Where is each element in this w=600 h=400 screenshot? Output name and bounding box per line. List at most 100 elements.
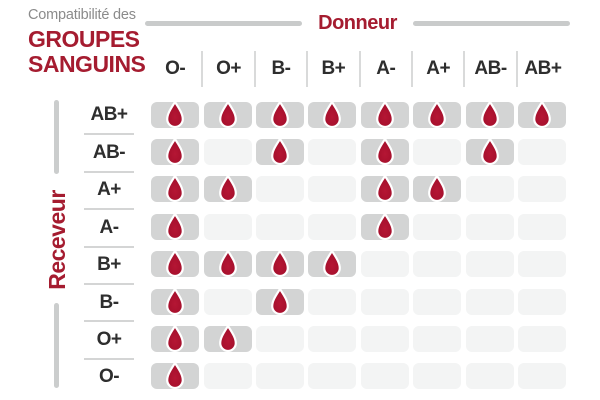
empty-cell-o-pos-a-neg bbox=[360, 326, 409, 353]
matrix-slot-ab-neg-from-ab-neg bbox=[463, 133, 515, 170]
compatible-cell-ab-pos-a-neg bbox=[360, 100, 409, 128]
donor-header-ab-neg: AB- bbox=[463, 51, 515, 87]
compatible-cell-ab-neg-o-neg bbox=[151, 137, 200, 166]
receiver-label-o-neg: O- bbox=[84, 357, 134, 395]
empty-cell-a-neg-o-pos bbox=[203, 213, 252, 240]
compatible-cell-ab-neg-ab-neg bbox=[465, 137, 514, 166]
matrix-slot-o-pos-from-b-pos bbox=[306, 320, 358, 357]
blood-drop-icon bbox=[480, 100, 499, 128]
matrix-slot-b-neg-from-o-pos bbox=[201, 283, 253, 320]
receiver-label-a-pos: A+ bbox=[84, 170, 134, 208]
matrix-slot-b-pos-from-b-neg bbox=[254, 246, 306, 283]
empty-cell-a-neg-ab-pos bbox=[517, 213, 566, 240]
blood-drop-icon bbox=[271, 100, 289, 128]
matrix-slot-a-pos-from-b-neg bbox=[254, 171, 306, 208]
blood-drop-icon bbox=[166, 175, 185, 203]
receiver-label-ab-neg: AB- bbox=[84, 133, 134, 170]
blood-drop-icon bbox=[271, 287, 289, 315]
matrix-slot-b-pos-from-o-pos bbox=[201, 246, 253, 283]
empty-cell-a-neg-a-pos bbox=[413, 213, 462, 240]
matrix-slot-b-neg-from-b-neg bbox=[254, 283, 306, 320]
compatible-cell-o-pos-o-neg bbox=[151, 324, 200, 353]
receiver-label-o-pos: O+ bbox=[84, 320, 134, 357]
empty-cell-b-pos-ab-neg bbox=[465, 251, 514, 278]
empty-cell-ab-neg-ab-pos bbox=[517, 139, 566, 166]
matrix-slot-ab-pos-from-a-neg bbox=[359, 96, 411, 133]
matrix-slot-o-pos-from-ab-pos bbox=[516, 320, 568, 357]
empty-cell-b-neg-b-pos bbox=[308, 288, 357, 315]
matrix-slot-o-neg-from-o-neg bbox=[149, 358, 201, 395]
donor-header-o-neg: O- bbox=[165, 58, 186, 79]
empty-cell-b-pos-ab-pos bbox=[517, 251, 566, 278]
blood-drop-icon bbox=[166, 212, 185, 240]
matrix-slot-b-pos-from-ab-pos bbox=[516, 246, 568, 283]
compatible-cell-b-pos-o-pos bbox=[203, 249, 252, 278]
matrix-slot-ab-pos-from-o-neg bbox=[149, 96, 201, 133]
empty-cell-o-neg-o-pos bbox=[203, 363, 252, 390]
donor-header-b-neg: B- bbox=[253, 51, 306, 87]
matrix-slot-ab-neg-from-a-pos bbox=[411, 133, 463, 170]
matrix-slot-a-neg-from-ab-pos bbox=[516, 208, 568, 245]
blood-drop-icon bbox=[218, 100, 237, 128]
matrix-slot-ab-pos-from-ab-pos bbox=[516, 96, 568, 133]
donor-axis-label: Donneur bbox=[318, 11, 397, 34]
donor-axis: Donneur bbox=[145, 11, 570, 34]
empty-cell-o-neg-a-pos bbox=[413, 363, 462, 390]
compatible-cell-ab-pos-ab-neg bbox=[465, 100, 514, 128]
blood-drop-icon bbox=[271, 249, 289, 278]
donor-header-a-pos: A+ bbox=[410, 51, 463, 87]
matrix-slot-b-neg-from-b-pos bbox=[306, 283, 358, 320]
blood-drop-icon bbox=[218, 324, 237, 353]
receiver-row-labels: AB+ AB- A+ A- B+ B- O+ O- bbox=[84, 96, 134, 395]
compatible-cell-o-neg-o-neg bbox=[151, 362, 200, 390]
title-line-groupes: GROUPES bbox=[28, 25, 140, 52]
empty-cell-ab-neg-b-pos bbox=[308, 139, 357, 166]
compatible-cell-b-pos-b-neg bbox=[255, 249, 304, 278]
empty-cell-o-pos-b-neg bbox=[255, 326, 304, 353]
compatible-cell-b-pos-o-neg bbox=[151, 249, 200, 278]
matrix-slot-b-pos-from-ab-neg bbox=[463, 246, 515, 283]
compatible-cell-b-pos-b-pos bbox=[308, 249, 357, 278]
matrix-slot-b-neg-from-ab-pos bbox=[516, 283, 568, 320]
blood-drop-icon bbox=[166, 100, 185, 128]
empty-cell-b-neg-ab-neg bbox=[465, 288, 514, 315]
empty-cell-a-neg-b-neg bbox=[255, 213, 304, 240]
donor-column-headers: O- O+ B- B+ A- A+ AB- AB+ bbox=[149, 51, 568, 87]
compatible-cell-a-neg-o-neg bbox=[151, 212, 200, 240]
blood-drop-icon bbox=[166, 324, 185, 353]
empty-cell-b-neg-o-pos bbox=[203, 288, 252, 315]
matrix-slot-a-neg-from-o-neg bbox=[149, 208, 201, 245]
matrix-slot-ab-pos-from-ab-neg bbox=[463, 96, 515, 133]
receiver-label-a-neg: A- bbox=[84, 208, 134, 245]
matrix-slot-b-neg-from-a-neg bbox=[359, 283, 411, 320]
donor-header-a-neg: A- bbox=[358, 51, 411, 87]
matrix-slot-b-pos-from-a-neg bbox=[359, 246, 411, 283]
empty-cell-a-pos-b-neg bbox=[255, 176, 304, 203]
matrix-slot-a-neg-from-a-pos bbox=[411, 208, 463, 245]
matrix-slot-a-neg-from-ab-neg bbox=[463, 208, 515, 245]
matrix-slot-a-pos-from-a-neg bbox=[359, 171, 411, 208]
blood-drop-icon bbox=[480, 137, 499, 166]
matrix-slot-a-neg-from-o-pos bbox=[201, 208, 253, 245]
blood-drop-icon bbox=[428, 175, 447, 203]
donor-header-b-pos: B+ bbox=[306, 51, 358, 87]
empty-cell-b-neg-ab-pos bbox=[517, 288, 566, 315]
compatible-cell-a-pos-o-neg bbox=[151, 175, 200, 203]
empty-cell-a-neg-ab-neg bbox=[465, 213, 514, 240]
matrix-slot-a-pos-from-ab-neg bbox=[463, 171, 515, 208]
blood-drop-icon bbox=[375, 137, 394, 166]
matrix-slot-ab-pos-from-o-pos bbox=[201, 96, 253, 133]
matrix-slot-a-pos-from-a-pos bbox=[411, 171, 463, 208]
matrix-slot-a-neg-from-b-pos bbox=[306, 208, 358, 245]
compatible-cell-ab-pos-b-neg bbox=[255, 100, 304, 128]
matrix-slot-ab-neg-from-ab-pos bbox=[516, 133, 568, 170]
title-line-sanguins: SANGUINS bbox=[28, 50, 146, 77]
empty-cell-b-neg-a-pos bbox=[413, 288, 462, 315]
matrix-slot-a-neg-from-b-neg bbox=[254, 208, 306, 245]
matrix-slot-o-pos-from-o-pos bbox=[201, 320, 253, 357]
donor-axis-line-left bbox=[145, 20, 303, 26]
donor-header-o-pos: O+ bbox=[201, 51, 253, 87]
compatible-cell-a-pos-a-neg bbox=[360, 175, 409, 203]
receiver-axis-label: Receveur bbox=[43, 190, 70, 290]
empty-cell-a-pos-ab-neg bbox=[465, 176, 514, 203]
